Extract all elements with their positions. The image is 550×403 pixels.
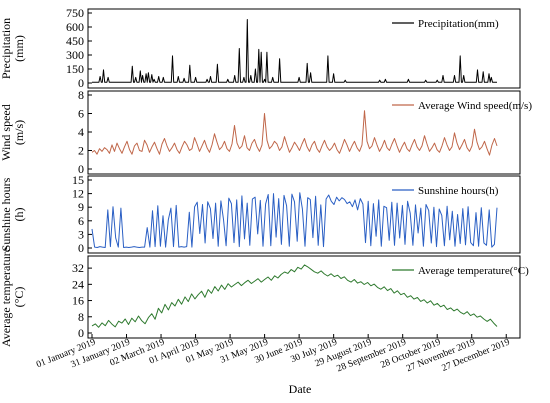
series-line <box>91 192 498 248</box>
y-tick-label: 8 <box>78 88 84 102</box>
y-tick-label: 3 <box>78 227 84 241</box>
y-tick-label: 0 <box>78 241 84 255</box>
y-tick-label: 2 <box>78 144 84 158</box>
y-tick-label: 32 <box>72 261 84 275</box>
y-tick-label: 9 <box>78 200 84 214</box>
y-tick-label: 6 <box>78 214 84 228</box>
series-line <box>92 19 497 83</box>
y-tick-label: 24 <box>72 277 84 291</box>
y-tick-label: 0 <box>78 326 84 340</box>
legend-label: Sunshine hours(h) <box>418 185 499 197</box>
legend-label: Average temperature(°C) <box>418 265 529 277</box>
y-tick-label: 600 <box>66 20 84 34</box>
panel-frame <box>87 8 521 89</box>
y-tick-label: 0 <box>78 162 84 176</box>
series-line <box>91 264 498 328</box>
y-tick-label: 300 <box>66 48 84 62</box>
y-tick-label: 750 <box>66 6 84 20</box>
y-tick-label: 15 <box>72 173 84 187</box>
panel-frame <box>87 175 521 254</box>
y-axis-label: Wind speed(m/s) <box>0 104 26 161</box>
x-axis-label: Date <box>289 382 312 396</box>
y-tick-label: 6 <box>78 107 84 121</box>
y-tick-label: 0 <box>78 76 84 90</box>
y-axis-label: Precipitation(mm) <box>0 18 26 79</box>
y-tick-label: 450 <box>66 34 84 48</box>
y-axis-label: Average temperature(°C) <box>0 247 26 347</box>
panel-frame <box>87 255 521 339</box>
y-tick-label: 12 <box>72 187 84 201</box>
legend-label: Precipitation(mm) <box>418 18 499 30</box>
y-tick-label: 8 <box>78 310 84 324</box>
y-tick-label: 4 <box>78 125 84 139</box>
y-tick-label: 150 <box>66 62 84 76</box>
legend-label: Average Wind speed(m/s) <box>418 100 532 112</box>
series-line <box>91 110 498 156</box>
y-tick-label: 16 <box>72 294 84 308</box>
y-axis-label: Sunshine hours(h) <box>0 177 26 251</box>
